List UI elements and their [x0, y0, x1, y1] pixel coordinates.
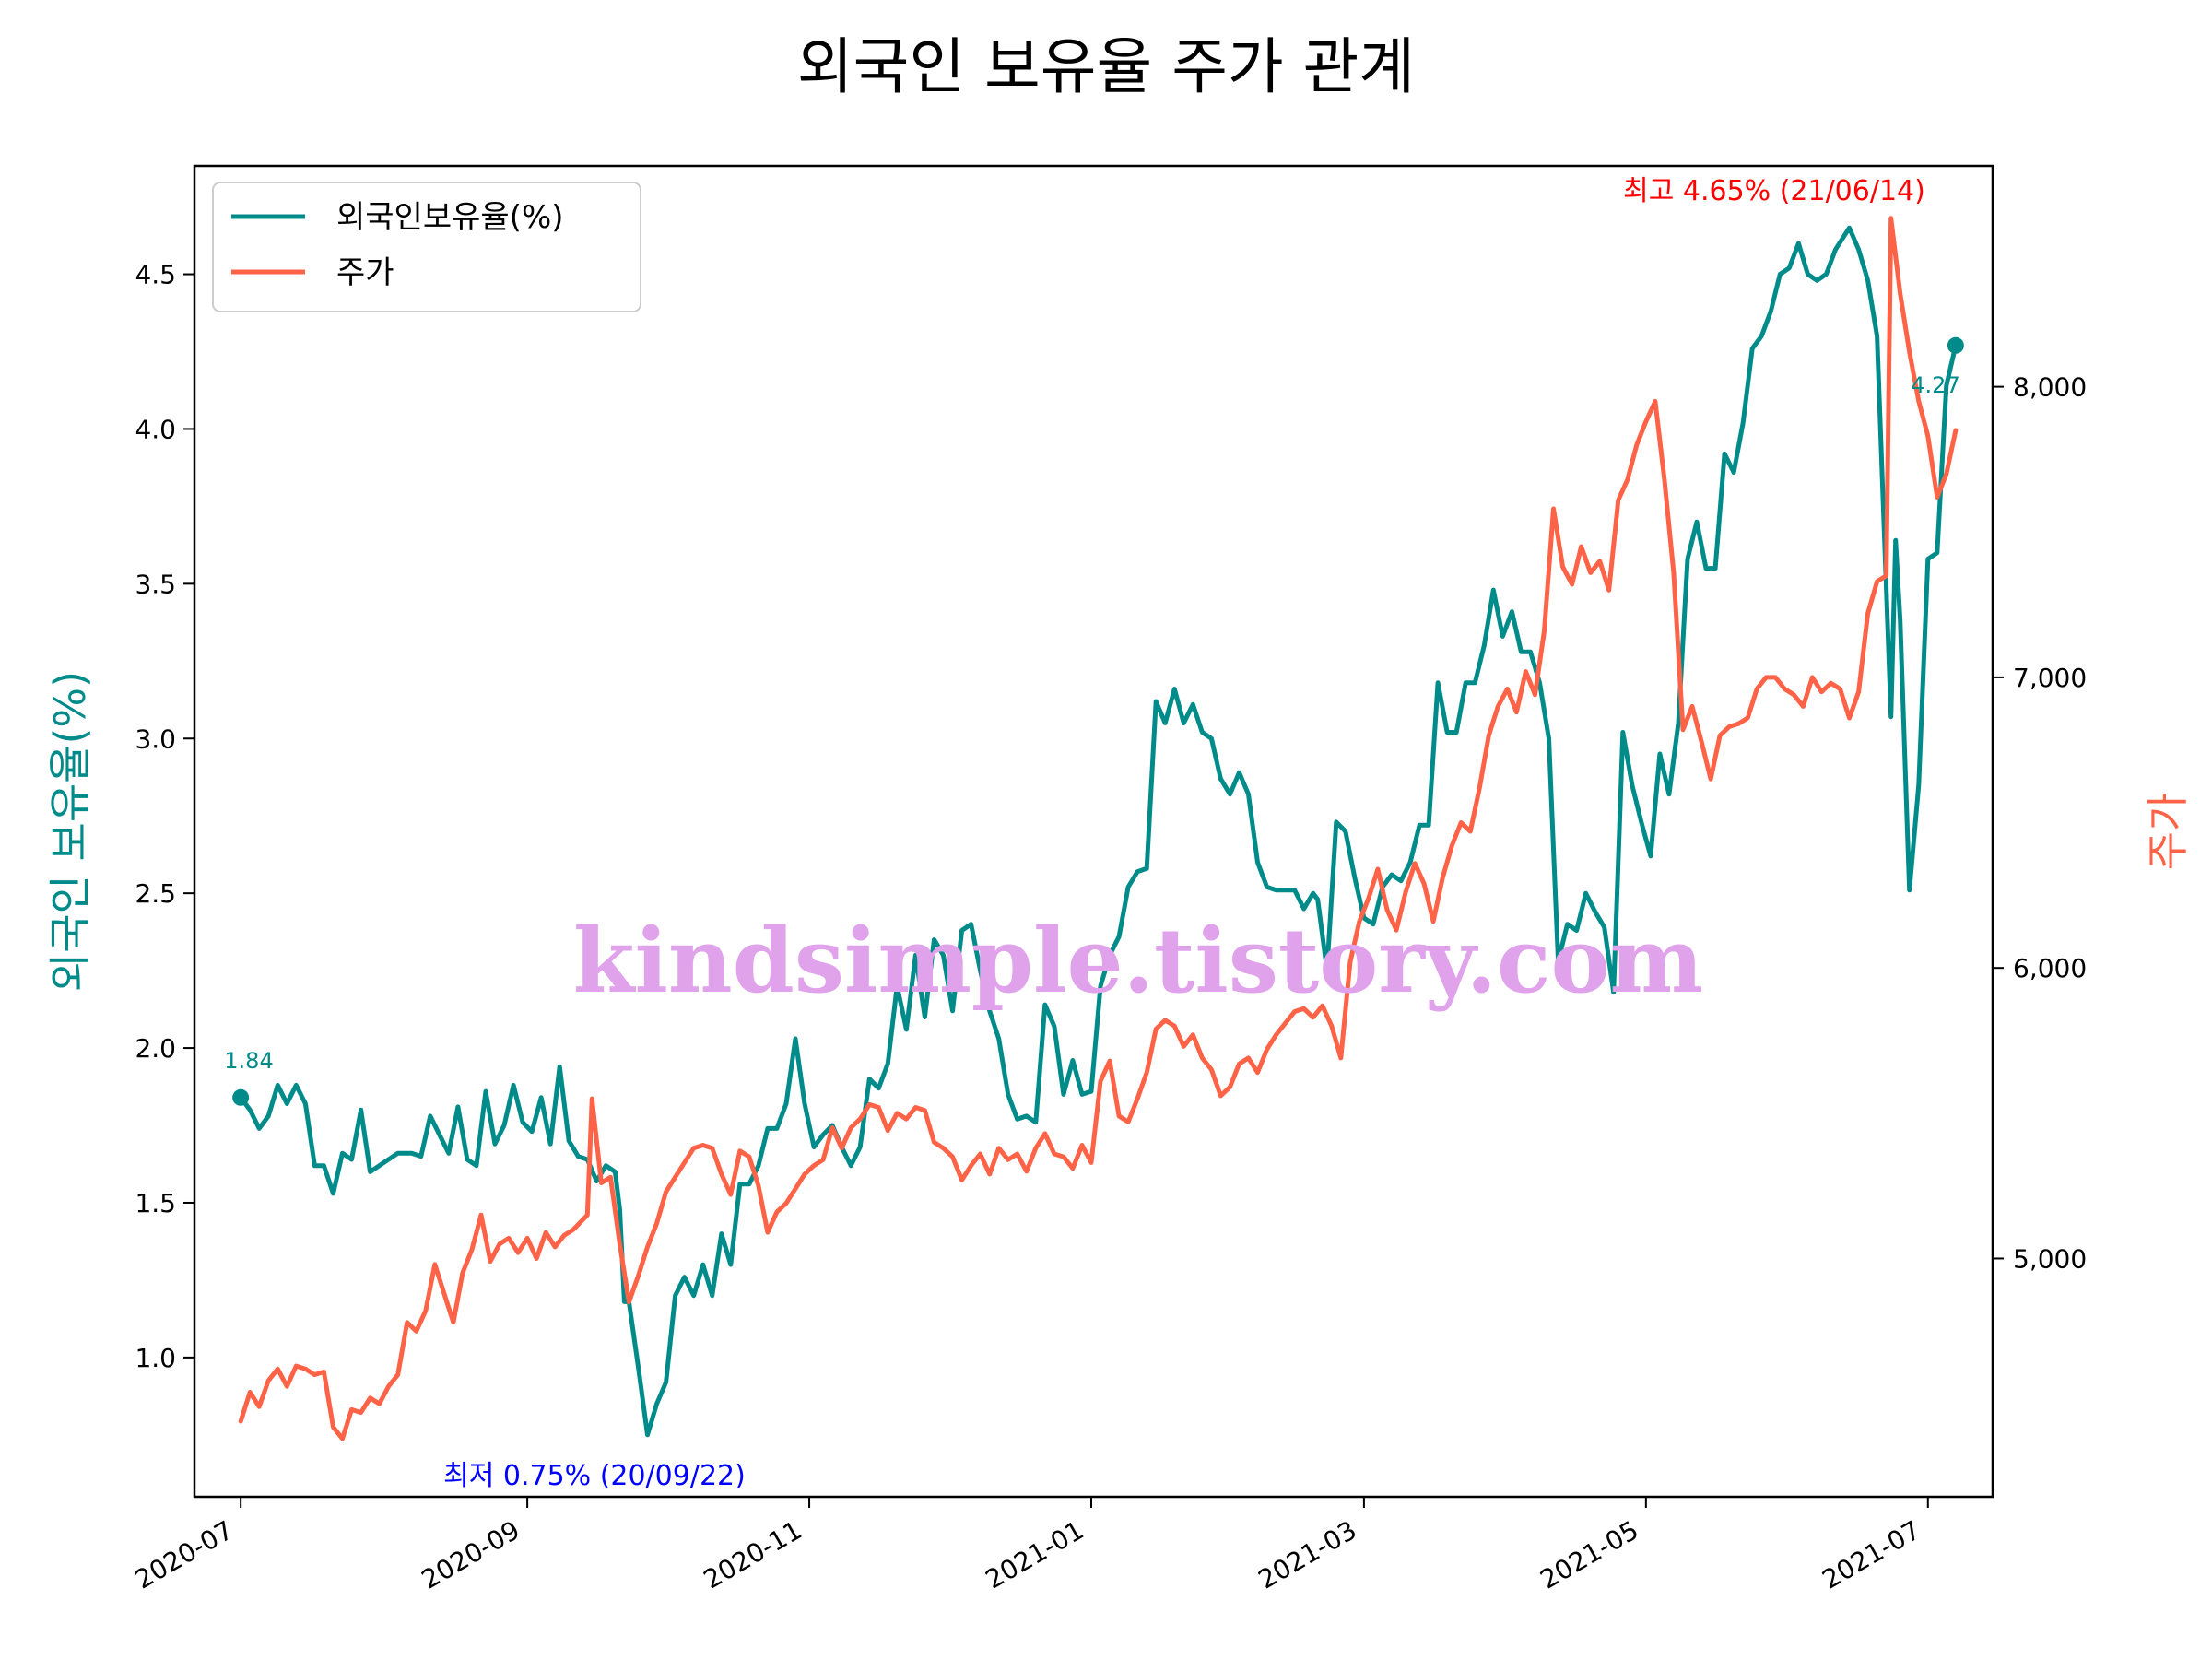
y-left-tick-label: 4.5 [135, 260, 176, 290]
y-left-tick-label: 3.0 [135, 724, 176, 754]
chart-title: 외국인 보유율 주가 관계 [797, 31, 1415, 102]
y-axis-left-label: 외국인 보유율(%) [45, 671, 95, 992]
x-tick-label: 2021-03 [1253, 1514, 1362, 1594]
x-tick-label: 2020-09 [417, 1514, 525, 1594]
legend-box [212, 182, 641, 312]
watermark-text: kindsimple.tistory.com [573, 909, 1703, 1013]
holding-rate-line [238, 225, 1959, 1438]
x-tick-label: 2021-01 [981, 1514, 1089, 1594]
legend-price-label: 주가 [336, 254, 394, 291]
end-value-label: 4.27 [1911, 372, 1959, 398]
x-tick-label: 2020-07 [130, 1514, 239, 1594]
x-tick-label: 2021-05 [1535, 1514, 1644, 1594]
start-point-marker [232, 1088, 250, 1106]
y-axis-right-label: 주가 [2143, 793, 2193, 871]
end-point-marker [1947, 336, 1964, 354]
max-annotation: 최고 4.65% (21/06/14) [1623, 175, 1925, 207]
y-left-tick-label: 1.0 [135, 1343, 176, 1373]
y-right-tick-label: 8,000 [2013, 372, 2087, 403]
x-tick-label: 2021-07 [1817, 1514, 1925, 1594]
y-left-tick-label: 1.5 [135, 1188, 176, 1218]
y-left-tick-label: 3.5 [135, 569, 176, 599]
plot-frame [193, 164, 1994, 1499]
start-value-label: 1.84 [224, 1048, 273, 1074]
stock-price-line [238, 216, 1959, 1441]
y-right-tick-label: 5,000 [2013, 1243, 2087, 1274]
legend: 외국인보유율(%) 주가 [212, 182, 641, 312]
min-annotation: 최저 0.75% (20/09/22) [443, 1460, 746, 1492]
y-right-tick-label: 6,000 [2013, 953, 2087, 983]
series-layer [232, 216, 1964, 1441]
y-left-tick-label: 4.0 [135, 414, 176, 444]
legend-holding-label: 외국인보유율(%) [336, 199, 564, 236]
x-tick-label: 2020-11 [699, 1514, 807, 1594]
y-right-tick-label: 7,000 [2013, 663, 2087, 693]
y-left-tick-label: 2.5 [135, 878, 176, 909]
y-left-tick-label: 2.0 [135, 1033, 176, 1064]
